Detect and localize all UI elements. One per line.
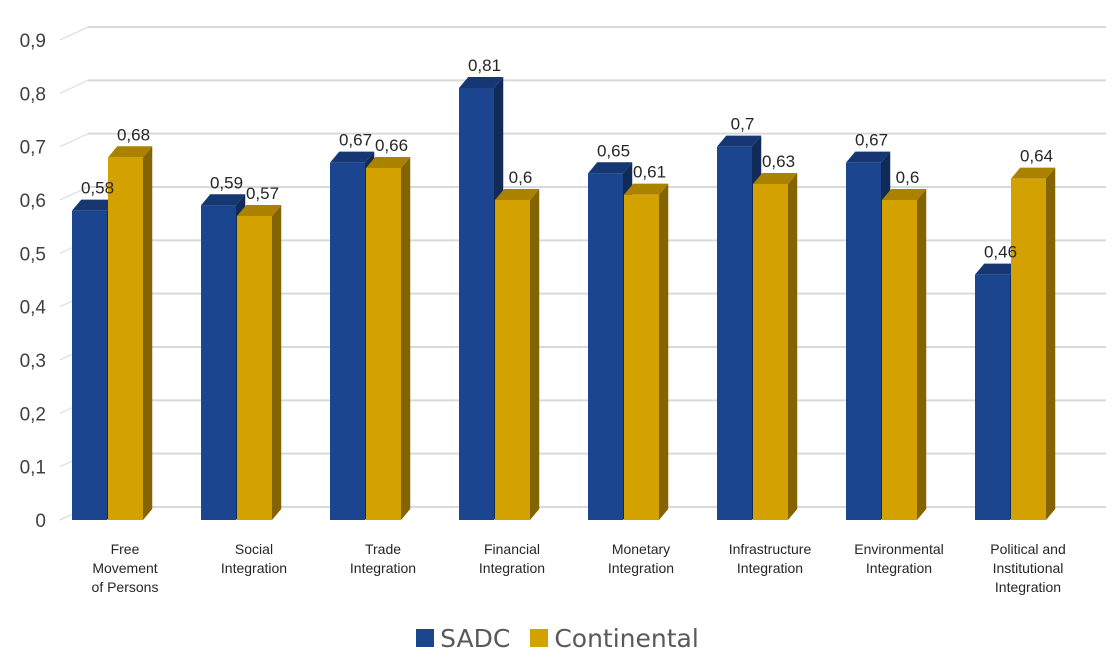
data-label: 0,6 — [509, 168, 533, 187]
bar-continental-3 — [366, 156, 411, 520]
legend-label-continental: Continental — [554, 623, 699, 653]
data-label: 0,59 — [210, 173, 243, 192]
data-label: 0,67 — [339, 131, 372, 150]
bar-continental-7 — [882, 188, 927, 520]
data-label: 0,67 — [855, 131, 888, 150]
y-tick-label: 0,4 — [20, 298, 47, 319]
legend-label-sadc: SADC — [440, 623, 511, 653]
y-tick-label: 0,9 — [20, 31, 46, 52]
bar-continental-6 — [753, 172, 798, 520]
gridline-depth — [59, 26, 89, 41]
x-tick-label: Free Movement of Persons — [92, 541, 159, 595]
y-tick-label: 0,1 — [20, 458, 46, 479]
data-label: 0,81 — [468, 56, 501, 75]
legend: SADC Continental — [0, 618, 1115, 658]
y-tick-label: 0 — [35, 511, 46, 532]
data-label: 0,68 — [117, 125, 150, 144]
y-tick-label: 0,8 — [20, 84, 46, 105]
y-tick-label: 0,3 — [20, 351, 46, 372]
bar-continental-4 — [495, 188, 540, 520]
x-axis-tick-labels: Free Movement of Persons Social Integration T… — [92, 541, 1066, 595]
x-tick-label: Monetary Integration — [608, 541, 674, 576]
bar-continental-5 — [624, 183, 669, 520]
data-label: 0,63 — [762, 152, 795, 171]
data-label: 0,61 — [633, 163, 666, 182]
legend-item-sadc: SADC — [416, 624, 510, 653]
data-label: 0,64 — [1020, 147, 1053, 166]
x-tick-label: Financial Integration — [479, 541, 545, 576]
y-tick-label: 0,5 — [20, 244, 46, 265]
x-tick-label: Infrastructure Integration — [729, 541, 812, 576]
x-tick-label: Trade Integration — [350, 541, 416, 576]
data-label: 0,46 — [984, 243, 1017, 262]
data-label: 0,6 — [896, 168, 920, 187]
data-label: 0,57 — [246, 184, 279, 203]
data-label: 0,66 — [375, 136, 408, 155]
y-tick-label: 0,7 — [20, 138, 46, 159]
bar-continental-1 — [108, 146, 153, 521]
data-label: 0,7 — [731, 115, 755, 134]
y-axis-tick-labels: 0 0,1 0,2 0,3 0,4 0,5 0,6 0,7 0,8 0,9 — [20, 31, 47, 532]
bar-continental-2 — [237, 204, 282, 520]
data-label: 0,65 — [597, 141, 630, 160]
legend-swatch-sadc — [416, 629, 435, 647]
x-tick-label: Social Integration — [221, 541, 287, 576]
bar-continental-8 — [1011, 167, 1056, 520]
data-labels: 0,580,680,590,570,67 0,660,810,60,650,610… — [81, 56, 1053, 262]
gridline-depth — [59, 186, 89, 201]
gridline-depth — [59, 79, 89, 94]
x-tick-label: Political and Institutional Integration — [990, 541, 1066, 595]
gridline-depth — [59, 133, 89, 148]
legend-swatch-continental — [530, 629, 549, 647]
y-tick-label: 0,6 — [20, 191, 46, 212]
y-tick-label: 0,2 — [20, 404, 46, 425]
data-label: 0,58 — [81, 179, 114, 198]
legend-item-continental: Continental — [530, 623, 699, 653]
x-tick-label: Environmental Integration — [854, 541, 944, 576]
bars — [72, 76, 1056, 521]
